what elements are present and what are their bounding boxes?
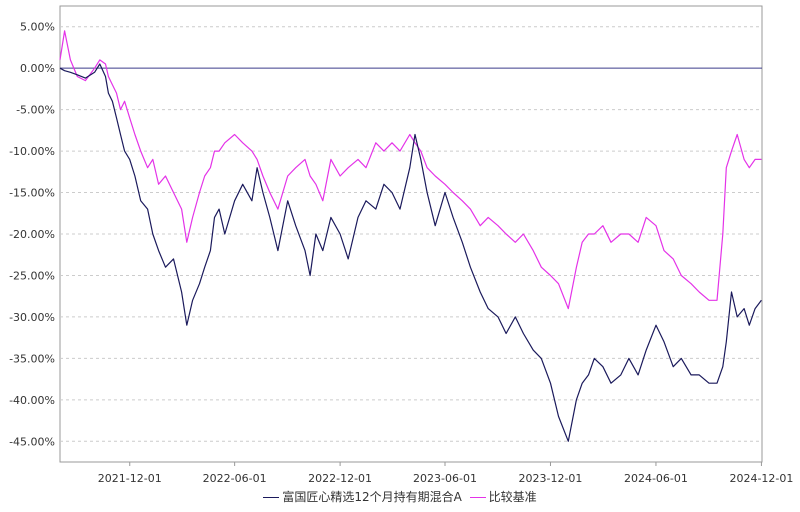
y-tick-label: -35.00%: [9, 352, 55, 365]
legend-label-benchmark: 比较基准: [488, 490, 537, 504]
y-axis: 5.00% 0.00% -5.00% -10.00% -15.00% -20.00% -25…: [9, 21, 55, 449]
line-chart: 5.00% 0.00% -5.00% -10.00% -15.00% -20.00% -25…: [9, 5, 793, 485]
legend-label-fund: 富国匠心精选12个月持有期混合A: [282, 490, 462, 504]
y-tick-label: -15.00%: [9, 187, 55, 200]
x-axis: 2021-12-01 2022-06-01 2022-12-01 2023-06-01…: [98, 462, 793, 485]
grid-lines: [60, 26, 762, 442]
y-tick-label: 5.00%: [20, 21, 55, 34]
legend-swatch-fund: [263, 497, 280, 498]
y-tick-label: -5.00%: [16, 104, 55, 117]
y-tick-label: -45.00%: [9, 435, 55, 448]
x-tick-label: 2022-06-01: [203, 472, 267, 485]
x-tick-label: 2023-06-01: [413, 472, 477, 485]
legend-item-benchmark[interactable]: 比较基准: [469, 488, 537, 505]
x-tick-label: 2022-12-01: [308, 472, 372, 485]
y-tick-label: 0.00%: [20, 62, 55, 75]
legend-item-fund[interactable]: 富国匠心精选12个月持有期混合A: [263, 488, 462, 505]
x-tick-label: 2023-12-01: [519, 472, 583, 485]
series-line-benchmark: [59, 30, 762, 310]
y-tick-label: -25.00%: [9, 269, 55, 282]
x-tick-label: 2021-12-01: [98, 472, 162, 485]
series-layer: [59, 30, 762, 442]
legend-swatch-benchmark: [469, 497, 486, 498]
x-tick-label: 2024-06-01: [624, 472, 688, 485]
series-line-fund: [59, 63, 762, 442]
y-tick-label: -20.00%: [9, 228, 55, 241]
y-tick-label: -40.00%: [9, 394, 55, 407]
legend: 富国匠心精选12个月持有期混合A 比较基准: [0, 488, 800, 505]
x-tick-label: 2024-12-01: [729, 472, 793, 485]
y-tick-label: -10.00%: [9, 145, 55, 158]
y-tick-label: -30.00%: [9, 311, 55, 324]
